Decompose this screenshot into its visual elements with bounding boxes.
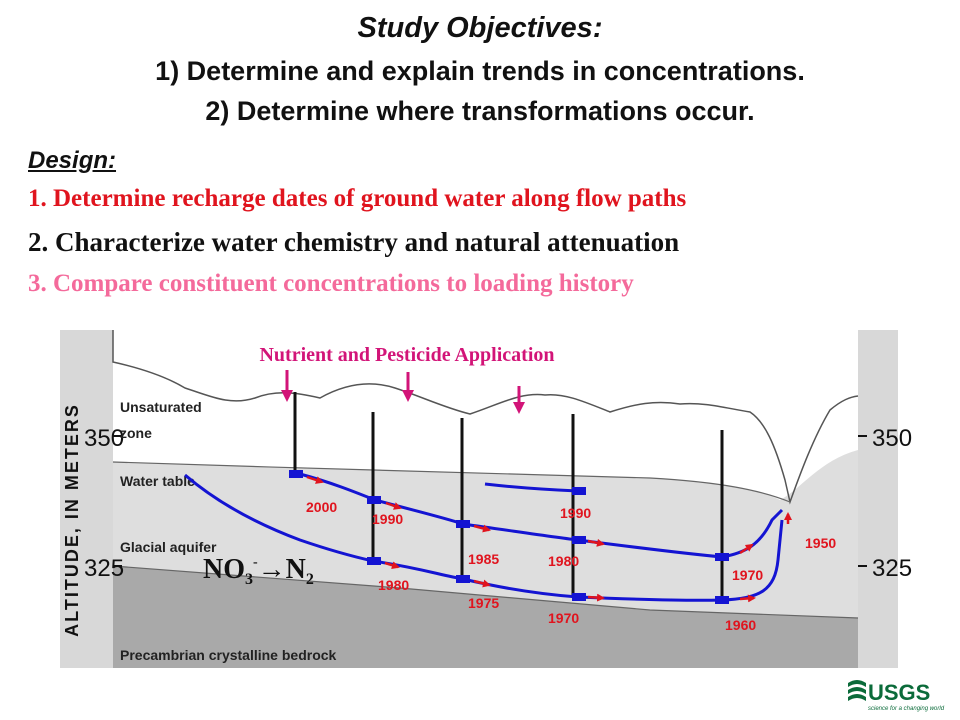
- right-axis-panel: [858, 330, 898, 668]
- flow-arrow-icon: [587, 593, 605, 602]
- year-label: 1970: [548, 610, 579, 626]
- flow-arrow-icon: [739, 594, 756, 603]
- flowpath-3: [484, 482, 579, 493]
- application-label: Nutrient and Pesticide Application: [259, 344, 554, 366]
- tick-right-350: 350: [872, 425, 912, 452]
- year-label: 1980: [378, 577, 409, 593]
- tick-left-325: 325: [84, 555, 124, 582]
- wells: [293, 392, 724, 600]
- application-arrow-icon: [513, 402, 525, 414]
- water-table-label: Water table: [120, 473, 195, 489]
- year-label: 2000: [306, 499, 337, 515]
- flow-arrow-icon: [473, 579, 491, 588]
- flow-arrow-icon: [473, 524, 491, 533]
- design-item-3: 3. Compare constituent concentrations to…: [28, 270, 634, 297]
- year-label: 1985: [468, 551, 499, 567]
- flow-arrow-icon: [739, 543, 754, 555]
- water-table-line: [112, 461, 791, 503]
- unsaturated-zone-label: Unsaturated: [120, 399, 202, 415]
- application-arrows: [281, 370, 525, 414]
- flow-arrow-icon: [385, 501, 402, 510]
- usgs-logo-text: USGS: [868, 680, 930, 705]
- left-axis-panel: [60, 330, 113, 668]
- axis-label: ALTITUDE, IN METERS: [62, 403, 82, 637]
- flow-arrows: [306, 475, 792, 603]
- tick-right-325: 325: [872, 555, 912, 582]
- bedrock-label: Precambrian crystalline bedrock: [120, 647, 337, 663]
- usgs-wave-icon: [848, 680, 866, 701]
- year-labels: 2000 1990 1980 1985 1975 1990 1980 1970 …: [306, 499, 836, 633]
- year-label: 1990: [560, 505, 591, 521]
- reaction-label: NO3-→N2: [203, 554, 314, 588]
- year-label: 1975: [468, 595, 499, 611]
- objective-1: 1) Determine and explain trends in conce…: [155, 56, 805, 86]
- unsaturated-zone-label-2: zone: [120, 425, 152, 441]
- bedrock-line: [112, 565, 859, 619]
- year-label: 1950: [805, 535, 836, 551]
- objectives-title: Study Objectives:: [357, 12, 603, 44]
- flow-arrow-icon: [587, 538, 605, 547]
- objective-2: 2) Determine where transformations occur…: [205, 96, 755, 126]
- design-item-1: 1. Determine recharge dates of ground wa…: [28, 185, 687, 212]
- tick-left-350: 350: [84, 425, 124, 452]
- usgs-logo: USGS science for a changing world: [848, 680, 945, 712]
- flow-arrow-icon: [384, 561, 400, 570]
- design-item-2: 2. Characterize water chemistry and natu…: [28, 227, 680, 257]
- year-label: 1990: [372, 511, 403, 527]
- bedrock-area: [113, 566, 858, 668]
- application-arrow-icon: [402, 390, 414, 402]
- flow-arrow-icon: [306, 475, 324, 484]
- flowpath-1: [299, 472, 784, 559]
- application-arrow-icon: [281, 390, 293, 402]
- design-heading: Design:: [28, 147, 117, 174]
- usgs-tagline: science for a changing world: [868, 706, 945, 712]
- application-label-box: [203, 336, 621, 370]
- year-label: 1970: [732, 567, 763, 583]
- year-label: 1980: [548, 553, 579, 569]
- aquifer-label: Glacial aquifer: [120, 539, 217, 555]
- year-label: 1960: [725, 617, 756, 633]
